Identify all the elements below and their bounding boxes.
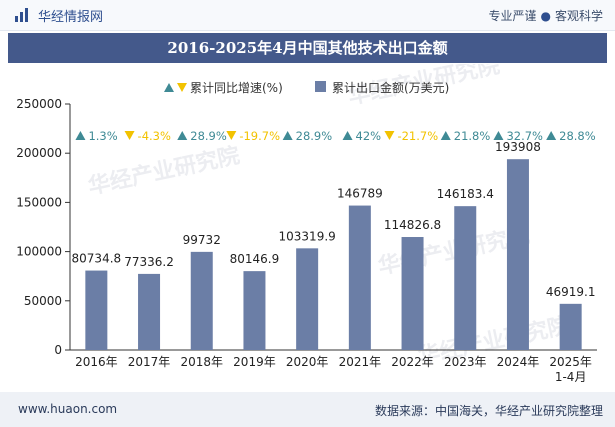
slogan-right: 客观科学 [554, 9, 603, 23]
title-bar: 2016-2025年4月中国其他技术出口金额 [8, 33, 607, 63]
legend-amount-label: 累计出口金额(万美元) [332, 80, 449, 95]
bar [296, 248, 319, 350]
bar-value-label: 146183.4 [437, 187, 494, 201]
bar-value-label: 193908 [495, 140, 541, 154]
bar [348, 205, 371, 350]
y-tick-label: 200000 [16, 146, 62, 160]
header-bar: 华经情报网 专业严谨 ● 客观科学 [0, 0, 615, 31]
slogan-left: 专业严谨 [488, 9, 537, 23]
x-tick-label: 2021年 [339, 355, 382, 369]
bar [506, 159, 529, 350]
x-tick-label: 2016年 [75, 355, 118, 369]
growth-rate-label: 28.9% [190, 129, 227, 143]
growth-rate-label: -19.7% [239, 129, 280, 143]
x-tick-label: 2022年 [391, 355, 434, 369]
growth-up-triangle-icon [342, 131, 353, 140]
growth-up-triangle-icon [546, 131, 557, 140]
growth-rate-label: -4.3% [138, 129, 171, 143]
growth-rate-label: 42% [356, 129, 382, 143]
x-tick-label: 1-4月 [555, 370, 587, 384]
growth-up-triangle-icon [177, 131, 188, 140]
bar-value-label: 46919.1 [546, 285, 596, 299]
x-tick-label: 2018年 [180, 355, 223, 369]
y-tick-label: 250000 [16, 97, 62, 111]
bar-value-label: 80734.8 [72, 252, 122, 266]
x-tick-label: 2019年 [233, 355, 276, 369]
growth-rate-label: 21.8% [454, 129, 491, 143]
growth-up-triangle-icon [440, 131, 451, 140]
growth-up-triangle-icon [75, 131, 86, 140]
slogan-dot-icon: ● [540, 9, 551, 23]
growth-rate-label: 32.7% [506, 129, 543, 143]
data-source: 数据来源：中国海关，华经产业研究院整理 [374, 404, 603, 418]
x-tick-label: 2023年 [444, 355, 487, 369]
logo-icon [15, 8, 28, 22]
y-tick-label: 150000 [16, 195, 62, 209]
y-tick-label: 0 [54, 343, 62, 357]
legend-down-triangle-icon [177, 83, 187, 92]
growth-rate-label: 28.9% [296, 129, 333, 143]
x-tick-label: 2017年 [128, 355, 171, 369]
growth-up-triangle-icon [282, 131, 293, 140]
bar [85, 270, 108, 350]
x-tick-label: 2024年 [497, 355, 540, 369]
brand-name: 华经情报网 [38, 10, 104, 25]
bar [559, 303, 582, 350]
bar-value-label: 80146.9 [230, 252, 280, 266]
legend-up-triangle-icon [164, 83, 174, 92]
growth-down-triangle-icon [384, 131, 395, 140]
growth-rate-label: 28.8% [559, 129, 596, 143]
bar [401, 237, 424, 350]
y-tick-label: 100000 [16, 245, 62, 259]
growth-down-triangle-icon [226, 131, 237, 140]
bar-value-label: 146789 [337, 187, 383, 201]
y-tick-label: 50000 [24, 294, 62, 308]
footer-bar: www.huaon.com 数据来源：中国海关，华经产业研究院整理 [0, 392, 615, 427]
growth-rate-label: 1.3% [88, 129, 117, 143]
bar-value-label: 103319.9 [279, 229, 336, 243]
legend-bar-swatch [315, 81, 326, 92]
site-url: www.huaon.com [18, 402, 118, 416]
bar-value-label: 77336.2 [124, 255, 174, 269]
growth-rate-label: -21.7% [397, 129, 438, 143]
bar [454, 206, 477, 350]
x-tick-label: 2020年 [286, 355, 329, 369]
bar-value-label: 114826.8 [384, 218, 441, 232]
growth-down-triangle-icon [124, 131, 135, 140]
legend-growth-label: 累计同比增速(%) [190, 81, 283, 95]
bar [243, 271, 266, 350]
growth-up-triangle-icon [493, 131, 504, 140]
bar [138, 273, 161, 350]
bar-value-label: 99732 [183, 233, 221, 247]
bar [190, 251, 213, 350]
watermark-text: 华经产业研究院 [86, 142, 242, 199]
slogan: 专业严谨 ● 客观科学 [488, 7, 603, 24]
chart-title: 2016-2025年4月中国其他技术出口金额 [167, 39, 448, 57]
x-tick-label: 2025年 [549, 355, 592, 369]
